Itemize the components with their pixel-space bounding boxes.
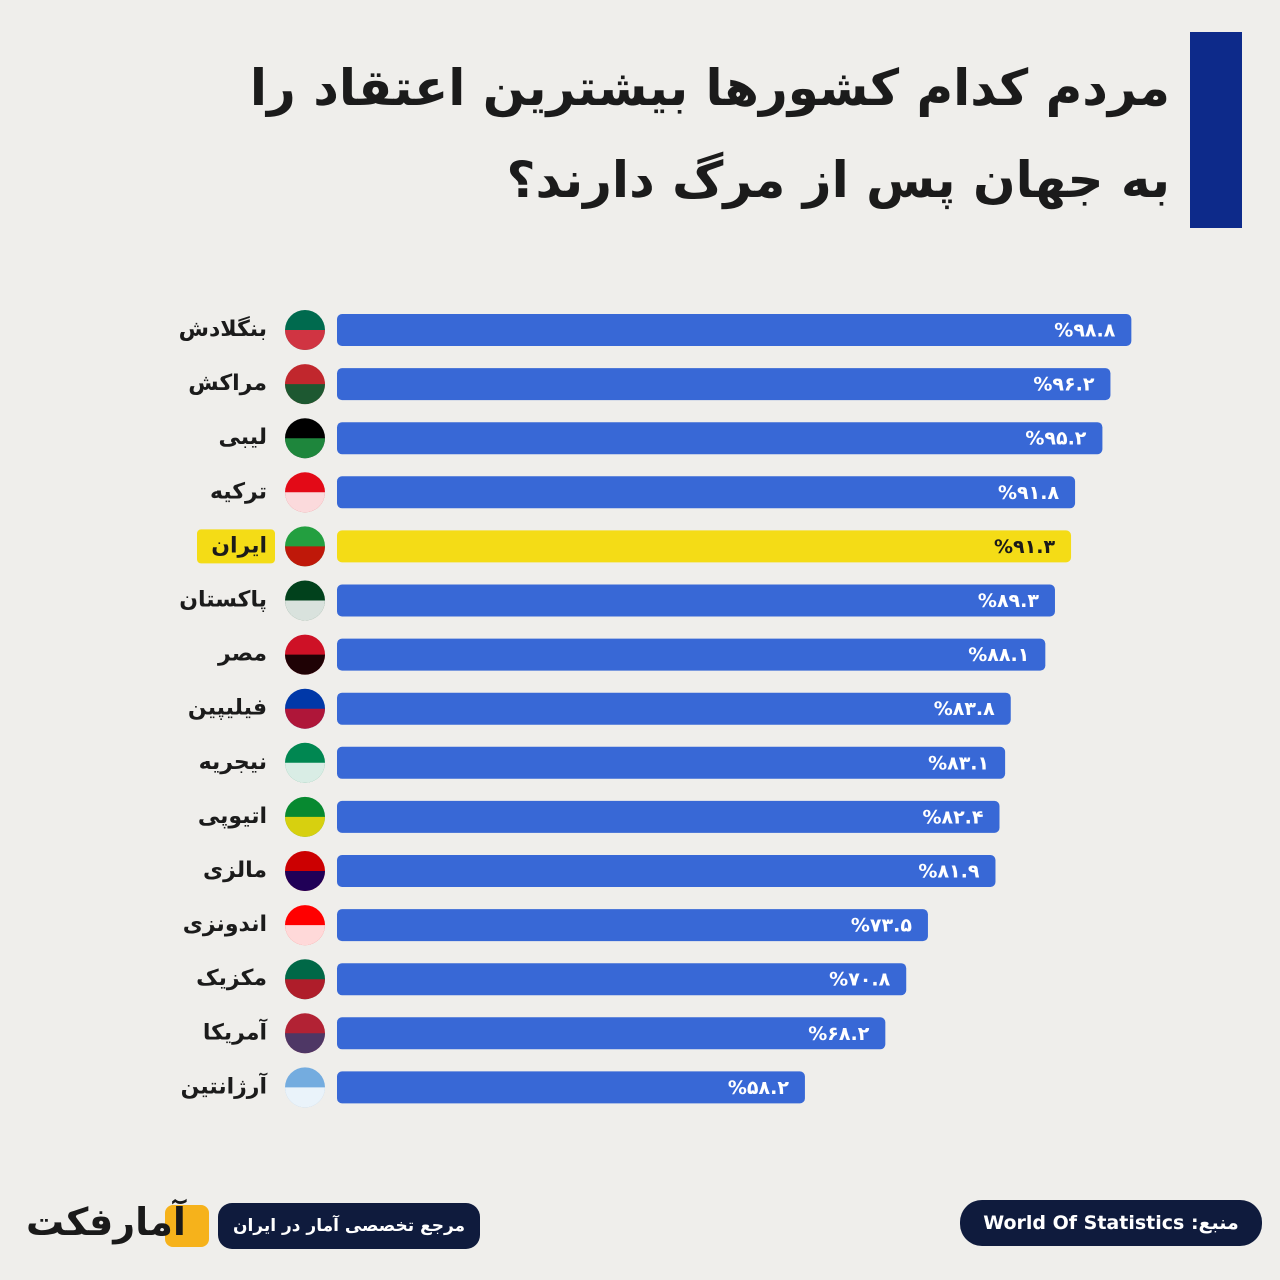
flag-part: [285, 708, 325, 729]
value-label: %۸۳.۸: [934, 698, 995, 720]
bar: [337, 368, 1111, 401]
flag-part: [285, 925, 325, 946]
flag-part: [285, 979, 325, 1000]
label-highlight: [197, 529, 275, 564]
bar: [337, 422, 1103, 455]
bar: [337, 800, 1000, 833]
bar: [337, 584, 1055, 617]
bar: [337, 692, 1011, 725]
flag-part: [285, 492, 325, 513]
bar: [337, 746, 1006, 779]
flag-part: [285, 600, 325, 621]
bar: [337, 530, 1072, 563]
value-label: %۹۸.۸: [1054, 320, 1115, 342]
tagline: مرجع تخصصی آمار در ایران: [218, 1203, 480, 1249]
bar: [337, 1071, 805, 1104]
flag-part: [285, 816, 325, 837]
source: منبع: World Of Statistics: [960, 1200, 1262, 1246]
flag-part: [285, 1087, 325, 1108]
bar: [337, 855, 996, 887]
bar: [337, 963, 907, 996]
bar: [337, 314, 1132, 346]
value-label: %۸۱.۹: [918, 861, 979, 883]
logo-mark: [165, 1205, 209, 1247]
value-label: %۸۸.۱: [968, 644, 1029, 666]
bar: [337, 909, 928, 942]
category-label: مکزیک: [196, 966, 267, 991]
flag-part: [285, 762, 325, 783]
title-line: مردم کدام کشورها بیشترین اعتقاد را: [249, 59, 1170, 117]
flag-part: [285, 1033, 325, 1054]
value-label: %۵۸.۲: [728, 1077, 789, 1099]
bar: [337, 638, 1046, 671]
value-label: %۹۱.۳: [994, 536, 1055, 558]
chart-title: مردم کدام کشورها بیشترین اعتقاد را به جه…: [70, 42, 1170, 226]
category-label: ترکیه: [210, 479, 267, 504]
value-label: %۹۵.۲: [1025, 428, 1086, 450]
flag-part: [285, 871, 325, 891]
flag-part: [285, 384, 325, 405]
category-label: مصر: [217, 642, 267, 667]
category-label: مراکش: [188, 371, 267, 396]
category-label: لیبی: [219, 425, 267, 450]
category-label: اندونزی: [183, 912, 267, 937]
value-label: %۷۰.۸: [829, 969, 890, 991]
flag-part: [285, 330, 325, 350]
category-label: فیلیپین: [188, 696, 267, 721]
value-label: %۶۸.۲: [808, 1023, 869, 1045]
category-label: پاکستان: [179, 588, 267, 613]
category-label: ایران: [211, 533, 267, 558]
title-accent: [1190, 32, 1242, 228]
value-label: %۹۶.۲: [1033, 374, 1094, 396]
value-label: %۸۹.۳: [978, 590, 1039, 612]
flag-part: [285, 438, 325, 459]
flag-part: [285, 654, 325, 675]
bar: [337, 476, 1076, 509]
category-label: آرژانتین: [181, 1071, 268, 1099]
value-label: %۷۳.۵: [851, 915, 912, 937]
category-label: مالزی: [203, 858, 267, 883]
category-label: نیجریه: [199, 750, 267, 775]
category-label: آمریکا: [203, 1017, 268, 1045]
category-label: اتیوپی: [198, 804, 267, 829]
flag-part: [285, 546, 325, 567]
value-label: %۹۱.۸: [998, 482, 1059, 504]
title-line: به جهان پس از مرگ دارند؟: [506, 151, 1170, 209]
value-label: %۸۳.۱: [928, 752, 989, 774]
bar: [337, 1017, 886, 1050]
category-label: بنگلادش: [179, 315, 267, 342]
brand-logo: آمارفکت: [26, 1200, 186, 1244]
value-label: %۸۲.۴: [922, 806, 983, 828]
